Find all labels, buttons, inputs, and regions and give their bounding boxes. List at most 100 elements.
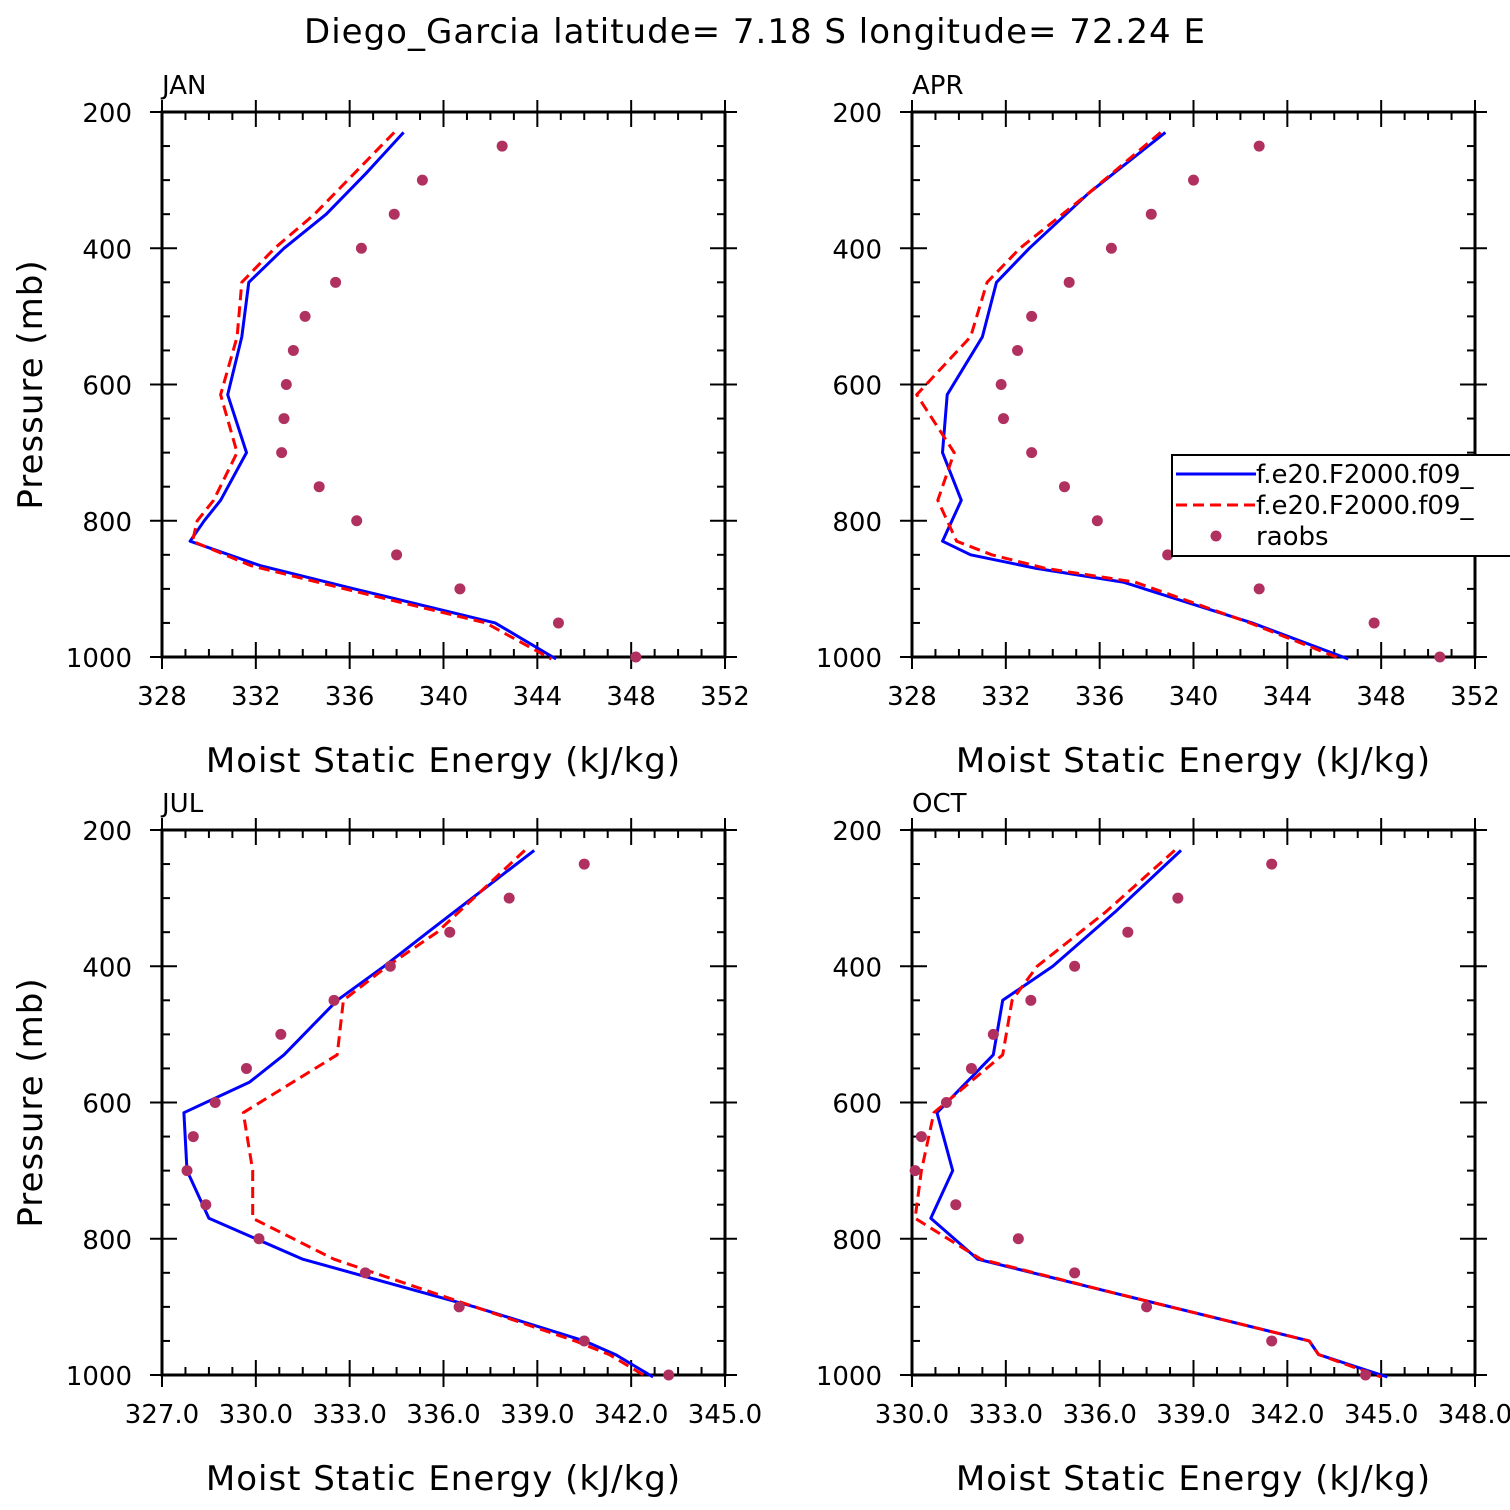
x-axis-label: Moist Static Energy (kJ/kg) <box>206 741 681 781</box>
raobs-point <box>995 379 1007 390</box>
model1-line <box>929 849 1388 1379</box>
x-tick-label: 348.0 <box>1438 1400 1510 1430</box>
legend: f.e20.F2000.f09_f.e20.F2000.f09_raobs <box>1171 454 1510 557</box>
raobs-point <box>1266 1335 1278 1347</box>
model1-line <box>188 131 557 661</box>
raobs-point <box>181 1165 193 1177</box>
x-tick-label: 327.0 <box>125 1400 199 1430</box>
raobs-point <box>200 1199 212 1211</box>
raobs-point <box>287 344 299 356</box>
plot-frame <box>160 110 727 659</box>
raobs-point <box>1266 858 1278 870</box>
panel-label: JUL <box>160 789 204 819</box>
x-tick-label: 340 <box>1169 682 1219 712</box>
x-tick-label: 328 <box>137 682 187 712</box>
x-tick-label: 330.0 <box>219 1400 293 1430</box>
raobs-point <box>578 1335 590 1347</box>
raobs-point <box>1368 617 1380 629</box>
y-tick-label: 1000 <box>66 644 132 674</box>
raobs-point <box>1105 242 1117 254</box>
plot-frame <box>910 828 1477 1377</box>
raobs-point <box>1026 310 1038 322</box>
raobs-point <box>280 379 292 390</box>
raobs-point <box>209 1097 221 1108</box>
raobs-point <box>940 1097 952 1108</box>
x-tick-label: 345.0 <box>688 1400 762 1430</box>
raobs-point <box>1058 481 1070 493</box>
x-tick-label: 340 <box>419 682 469 712</box>
raobs-point <box>1360 1369 1372 1381</box>
raobs-point <box>997 413 1009 425</box>
raobs-point <box>578 858 590 870</box>
raobs-point <box>453 1301 465 1313</box>
panel-label: JAN <box>160 71 206 101</box>
x-tick-label: 348 <box>1356 682 1406 712</box>
y-tick-label: 200 <box>82 99 132 129</box>
x-tick-label: 352 <box>700 682 750 712</box>
legend-label: f.e20.F2000.f09_ <box>1256 460 1474 490</box>
legend-label: f.e20.F2000.f09_ <box>1256 491 1474 521</box>
x-tick-label: 332 <box>981 682 1031 712</box>
raobs-point <box>909 1165 921 1177</box>
x-tick-label: 342.0 <box>594 1400 668 1430</box>
x-tick-label: 333.0 <box>969 1400 1043 1430</box>
y-tick-label: 400 <box>832 235 882 265</box>
raobs-point <box>663 1369 675 1381</box>
raobs-point <box>950 1199 962 1211</box>
raobs-point <box>1122 926 1134 938</box>
raobs-point <box>240 1062 252 1074</box>
raobs-point <box>275 1028 287 1040</box>
raobs-point <box>355 242 367 254</box>
y-tick-label: 1000 <box>816 644 882 674</box>
raobs-point <box>187 1131 199 1143</box>
x-axis-label: Moist Static Energy (kJ/kg) <box>956 741 1431 781</box>
raobs-point <box>328 994 340 1006</box>
panel-label: APR <box>912 71 964 101</box>
raobs-point <box>388 208 400 220</box>
raobs-point <box>1141 1301 1153 1313</box>
y-axis-label: Pressure (mb) <box>11 259 51 509</box>
x-tick-label: 332 <box>231 682 281 712</box>
x-tick-label: 339.0 <box>1156 1400 1230 1430</box>
raobs-point <box>1172 892 1184 904</box>
x-tick-label: 352 <box>1450 682 1500 712</box>
x-tick-label: 333.0 <box>312 1400 386 1430</box>
raobs-point <box>1434 651 1446 663</box>
raobs-point <box>1012 344 1024 356</box>
raobs-point <box>313 481 325 493</box>
legend-dot <box>1210 530 1222 542</box>
raobs-point <box>278 413 290 425</box>
raobs-point <box>1188 174 1199 186</box>
model2-line <box>191 131 553 661</box>
y-tick-label: 400 <box>82 235 132 265</box>
raobs-point <box>299 310 311 322</box>
raobs-point <box>987 1028 999 1040</box>
raobs-point <box>384 960 396 972</box>
legend-label: raobs <box>1256 522 1329 552</box>
x-tick-label: 342.0 <box>1250 1400 1324 1430</box>
raobs-point <box>1012 1233 1024 1245</box>
page-title: Diego_Garcia latitude= 7.18 S longitude=… <box>304 12 1206 52</box>
raobs-point <box>1253 583 1265 595</box>
raobs-point <box>1145 208 1157 220</box>
y-tick-label: 600 <box>832 1090 882 1120</box>
x-tick-label: 336 <box>325 682 375 712</box>
raobs-point <box>965 1062 977 1074</box>
x-tick-label: 344 <box>513 682 563 712</box>
raobs-point <box>1025 994 1037 1006</box>
x-tick-label: 339.0 <box>500 1400 574 1430</box>
raobs-point <box>416 174 428 186</box>
model2-line <box>913 849 1382 1379</box>
raobs-point <box>1063 276 1075 288</box>
x-axis-label: Moist Static Energy (kJ/kg) <box>956 1459 1431 1499</box>
raobs-point <box>359 1267 371 1279</box>
raobs-point <box>330 276 342 288</box>
y-tick-label: 800 <box>82 1226 132 1256</box>
raobs-point <box>1091 515 1103 527</box>
plot-frame <box>160 828 727 1377</box>
panel-label: OCT <box>912 789 967 819</box>
raobs-point <box>444 926 456 938</box>
